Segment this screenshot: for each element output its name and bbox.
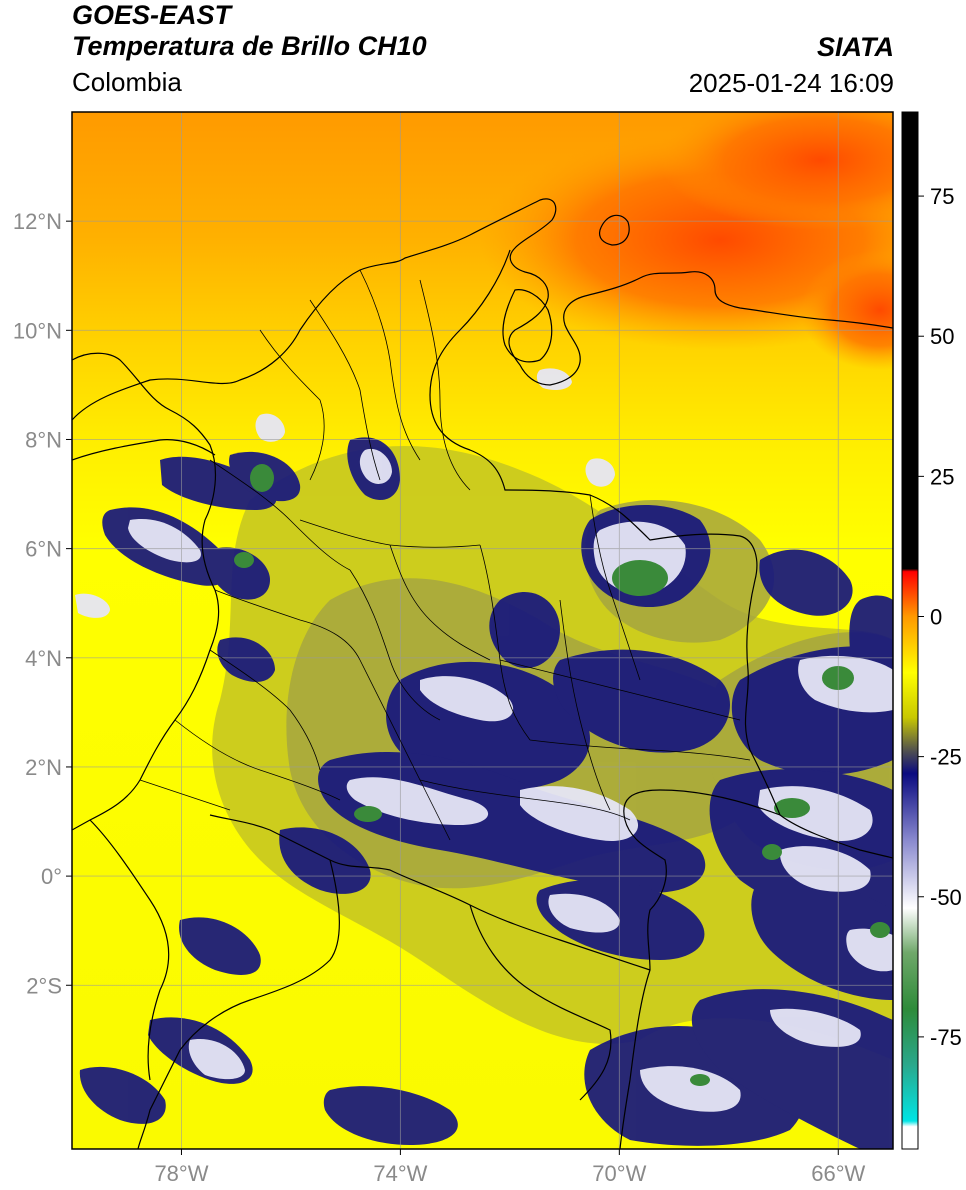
- colombia-ecuador-border: [209, 814, 331, 861]
- longitude-labels: 78°W 74°W 70°W 66°W: [154, 1149, 866, 1186]
- latitude-labels: 12°N 10°N 8°N 6°N 4°N 2°N 0° 2°S: [13, 209, 72, 998]
- coldest-cores: [234, 464, 890, 1086]
- region-label: Colombia: [72, 67, 182, 97]
- lat-tick-label: 4°N: [25, 646, 62, 671]
- colorbar-tick-label: -25: [930, 745, 962, 770]
- paraguana: [598, 214, 630, 246]
- coastline-pacific: [72, 352, 220, 831]
- colorbar-tick-label: 25: [930, 464, 954, 489]
- ecuador-coast: [89, 819, 170, 1081]
- lon-tick-label: 66°W: [811, 1161, 865, 1186]
- peru-interior: [137, 859, 341, 1149]
- lon-tick-label: 74°W: [373, 1161, 427, 1186]
- brazil-venezuela: [779, 814, 893, 859]
- coastline-caribbean: [72, 198, 893, 421]
- colorbar: 75 50 25 0 -25 -50 -75: [901, 111, 962, 1150]
- lat-tick-label: 10°N: [13, 318, 62, 343]
- lat-tick-label: 8°N: [25, 427, 62, 452]
- colorbar-tick-label: 50: [930, 324, 954, 349]
- hot-sea-area-east: [660, 112, 893, 230]
- hot-sea-area-far: [800, 250, 893, 370]
- map-frame: [71, 111, 894, 1150]
- panama-border: [72, 439, 216, 461]
- datetime-label: 2025-01-24 16:09: [688, 68, 894, 98]
- departments-layer: [139, 269, 751, 841]
- colorbar-scale: [901, 111, 919, 1150]
- graticule: [72, 112, 893, 1149]
- satellite-title: GOES-EAST: [72, 0, 232, 30]
- borders-layer: [72, 198, 893, 1149]
- colorbar-tick-label: -75: [930, 1025, 962, 1050]
- lon-tick-label: 70°W: [592, 1161, 646, 1186]
- colorbar-ticks: 75 50 25 0 -25 -50 -75: [918, 184, 962, 1050]
- colorbar-tick-label: -50: [930, 885, 962, 910]
- lat-tick-label: 0°: [41, 864, 62, 889]
- peru-north: [469, 904, 612, 1101]
- lat-tick-label: 12°N: [13, 209, 62, 234]
- agency-label: SIATA: [817, 32, 894, 62]
- colorbar-tick-label: 75: [930, 184, 954, 209]
- lat-tick-label: 2°N: [25, 755, 62, 780]
- colombia-brazil-border: [619, 789, 781, 1149]
- lat-tick-label: 6°N: [25, 537, 62, 562]
- colombia-venezuela-border: [429, 249, 781, 816]
- lon-tick-label: 78°W: [154, 1161, 208, 1186]
- lat-tick-label: 2°S: [26, 973, 62, 998]
- lake-maracaibo: [502, 289, 553, 363]
- imagery-layer: [72, 112, 893, 1149]
- colorbar-tick-label: 0: [930, 604, 942, 629]
- product-title: Temperatura de Brillo CH10: [72, 31, 427, 61]
